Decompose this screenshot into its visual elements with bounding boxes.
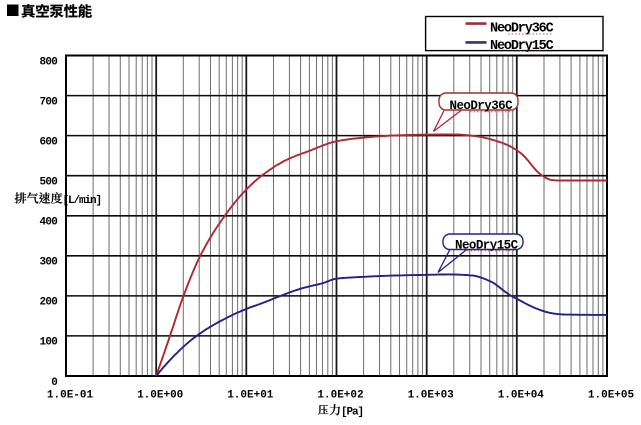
svg-text:1.0E+05: 1.0E+05 xyxy=(588,389,635,401)
svg-text:1.0E+02: 1.0E+02 xyxy=(317,389,363,401)
svg-text:[L/min]: [L/min] xyxy=(63,195,102,207)
svg-text:NeoDry36C: NeoDry36C xyxy=(450,99,514,113)
svg-text:200: 200 xyxy=(39,297,57,309)
svg-text:1.0E+01: 1.0E+01 xyxy=(227,389,274,401)
svg-text:1.0E+00: 1.0E+00 xyxy=(137,389,183,401)
svg-text:NeoDry36C: NeoDry36C xyxy=(490,22,554,37)
svg-text:0: 0 xyxy=(51,377,57,389)
svg-text:[Pa]: [Pa] xyxy=(341,406,363,418)
svg-text:700: 700 xyxy=(39,96,57,108)
svg-text:NeoDry15C: NeoDry15C xyxy=(490,39,554,54)
svg-text:300: 300 xyxy=(39,257,57,269)
svg-text:600: 600 xyxy=(39,136,57,148)
svg-text:1.0E+03: 1.0E+03 xyxy=(408,389,455,401)
svg-text:100: 100 xyxy=(39,337,57,349)
svg-text:400: 400 xyxy=(39,217,57,229)
svg-text:800: 800 xyxy=(39,56,57,68)
svg-text:1.0E+04: 1.0E+04 xyxy=(498,389,545,401)
svg-text:1.0E-01: 1.0E-01 xyxy=(47,389,94,401)
svg-text:NeoDry15C: NeoDry15C xyxy=(455,239,519,253)
svg-text:500: 500 xyxy=(39,177,57,189)
